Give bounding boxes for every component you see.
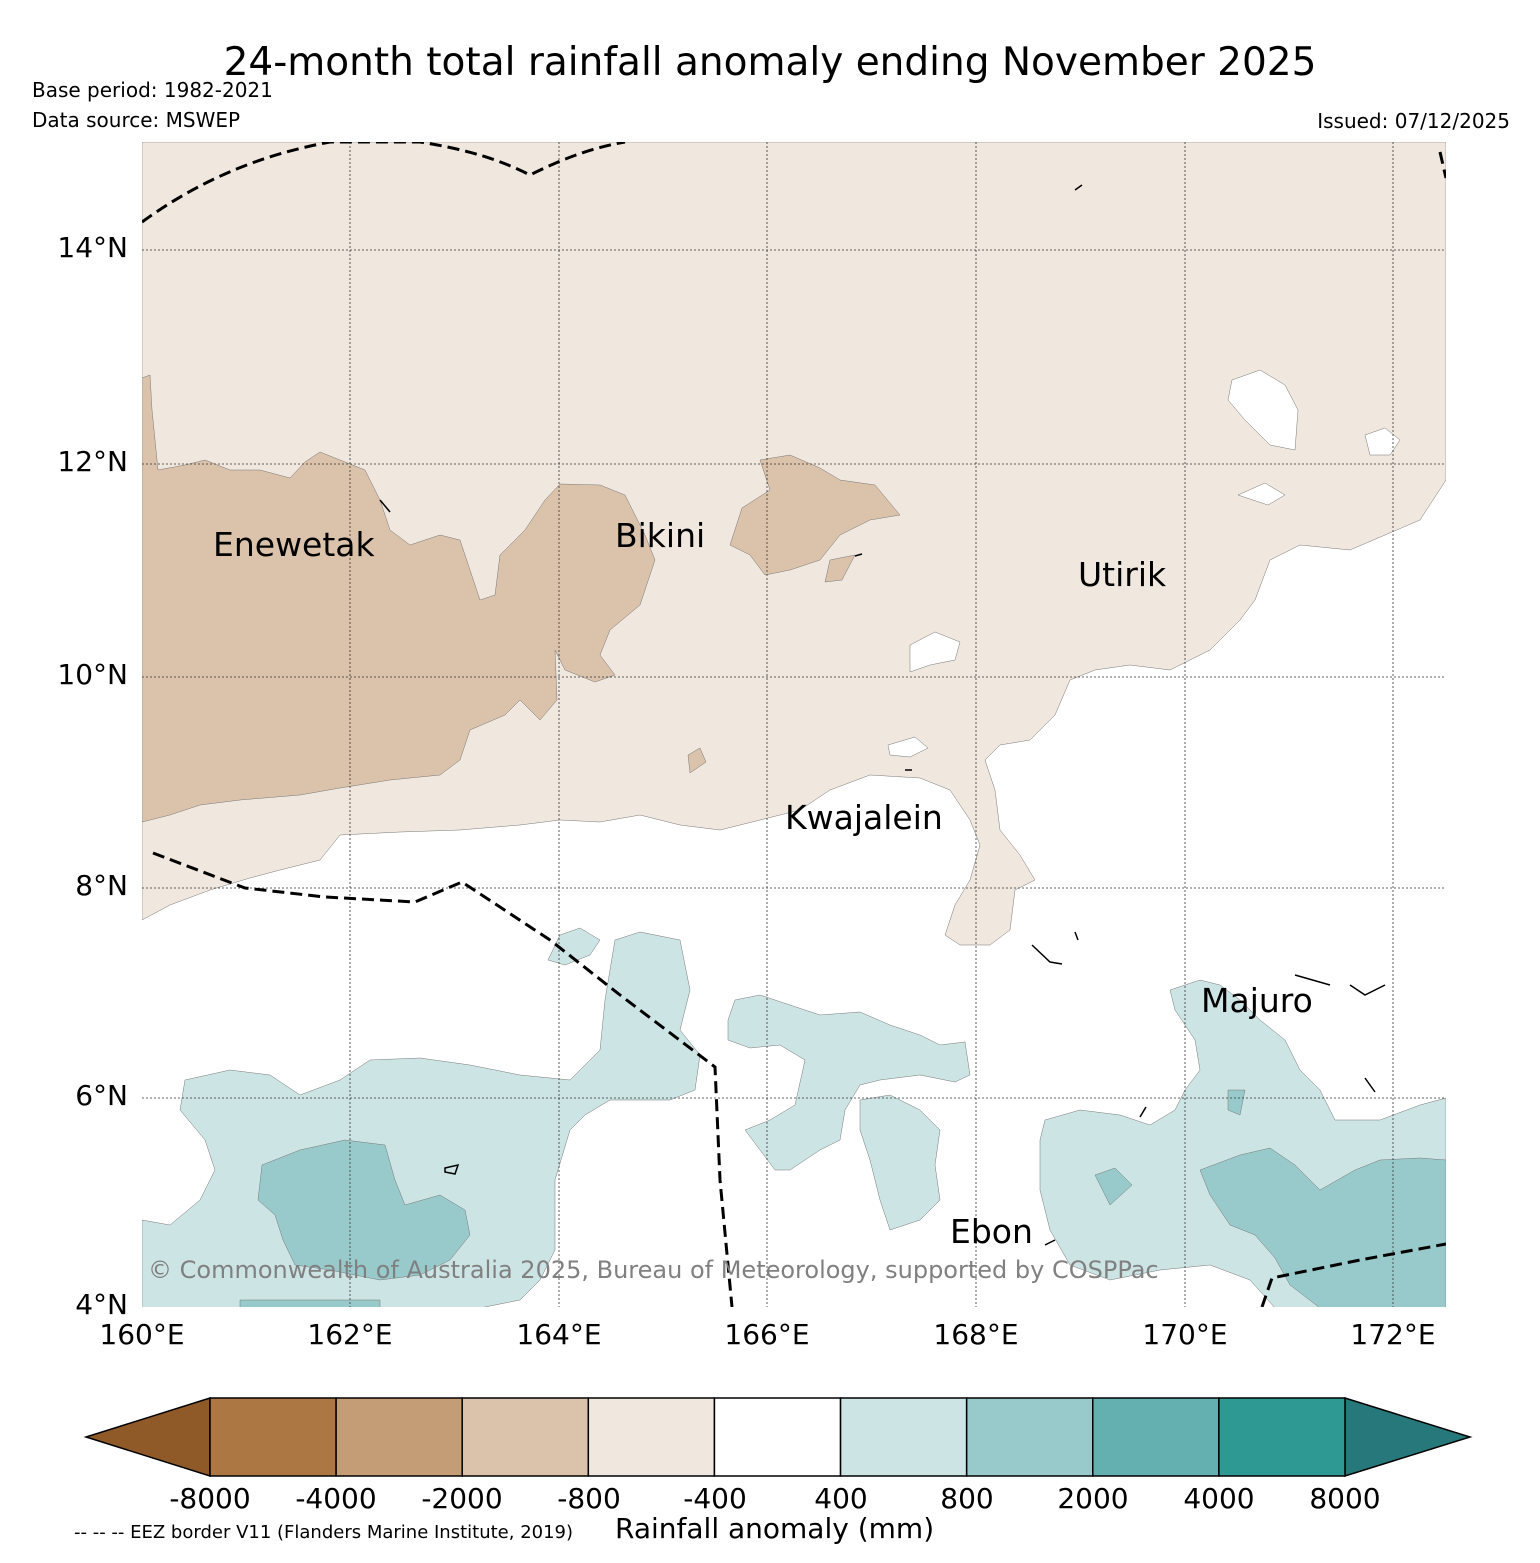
lon-label: 164°E	[516, 1318, 602, 1351]
lon-label: 162°E	[307, 1318, 393, 1351]
colorbar	[83, 1396, 1473, 1478]
graticule	[142, 142, 1446, 1307]
lat-label: 10°N	[57, 658, 128, 691]
place-enewetak: Enewetak	[213, 525, 376, 564]
lon-label: 166°E	[724, 1318, 810, 1351]
copyright-notice: © Commonwealth of Australia 2025, Bureau…	[148, 1256, 1159, 1284]
colorbar-tick: 8000	[1309, 1482, 1381, 1515]
lat-label: 6°N	[75, 1079, 128, 1112]
colorbar-tick: 2000	[1057, 1482, 1129, 1515]
data-source: Data source: MSWEP	[32, 108, 241, 132]
colorbar-cell	[1218, 1397, 1346, 1477]
colorbar-tick: 800	[940, 1482, 994, 1515]
colorbar-tick: -400	[683, 1482, 747, 1515]
colorbar-cell	[209, 1397, 337, 1477]
lat-label: 4°N	[75, 1288, 128, 1321]
colorbar-title: Rainfall anomaly (mm)	[615, 1512, 935, 1545]
colorbar-tick: -8000	[169, 1482, 251, 1515]
wet-region-mid	[257, 1139, 471, 1281]
colorbar-tick: -800	[557, 1482, 621, 1515]
colorbar-tick: 400	[814, 1482, 868, 1515]
dry-region-mid	[142, 374, 656, 823]
lon-label: 168°E	[933, 1318, 1019, 1351]
chart-title: 24-month total rainfall anomaly ending N…	[223, 40, 1317, 85]
lon-label: 160°E	[99, 1318, 185, 1351]
colorbar-cell	[839, 1397, 968, 1477]
colorbar-cell	[713, 1397, 842, 1477]
colorbar-cell	[1092, 1397, 1220, 1477]
place-bikini: Bikini	[615, 516, 705, 555]
lat-label: 14°N	[57, 231, 128, 264]
colorbar-tick: -4000	[295, 1482, 377, 1515]
eez-note: -- -- -- EEZ border V11 (Flanders Marine…	[74, 1522, 574, 1543]
issued-date: Issued: 07/12/2025	[1317, 109, 1510, 133]
lon-label: 172°E	[1350, 1318, 1436, 1351]
lon-label: 170°E	[1142, 1318, 1228, 1351]
base-period: Base period: 1982-2021	[32, 78, 273, 102]
colorbar-cell	[335, 1397, 463, 1477]
place-utirik: Utirik	[1078, 555, 1167, 594]
lat-label: 8°N	[75, 869, 128, 902]
colorbar-cell	[965, 1397, 1094, 1477]
place-kwajalein: Kwajalein	[785, 798, 943, 837]
colorbar-tick: 4000	[1183, 1482, 1255, 1515]
colorbar-cell	[587, 1397, 716, 1477]
place-ebon: Ebon	[950, 1212, 1033, 1251]
atoll-outlines	[379, 184, 1386, 1246]
lat-label: 12°N	[57, 445, 128, 478]
place-majuro: Majuro	[1201, 981, 1313, 1020]
colorbar-cell	[461, 1397, 590, 1477]
colorbar-tick: -2000	[421, 1482, 503, 1515]
eez-border	[142, 142, 1446, 1307]
